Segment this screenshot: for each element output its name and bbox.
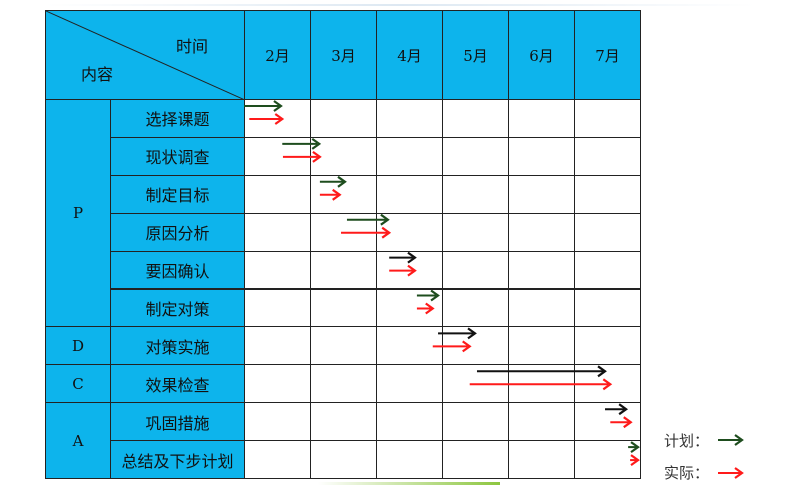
plan-arrow: [628, 441, 640, 453]
corner-top-label: 时间: [176, 37, 209, 56]
grid-cell: [244, 288, 311, 328]
grid-cell: [574, 326, 641, 366]
actual-arrow: [282, 151, 322, 163]
top-divider: [45, 4, 755, 6]
task-name-cell: 原因分析: [110, 212, 245, 252]
legend-plan-arrow-icon: [718, 434, 744, 446]
legend-actual-arrow-icon: [718, 467, 744, 479]
grid-cell: [376, 136, 443, 176]
grid-cell: [508, 440, 575, 479]
plan-arrow: [282, 138, 322, 150]
plan-arrow: [319, 175, 347, 188]
corner-bottom-label: 内容: [81, 65, 114, 84]
actual-arrow: [249, 113, 285, 125]
task-name-cell: 选择课题: [110, 99, 245, 138]
month-header: 3月: [310, 10, 377, 100]
month-header: 7月: [574, 10, 641, 100]
grid-cell: [508, 136, 575, 176]
month-header: 6月: [508, 10, 575, 100]
grid-cell: [508, 250, 575, 290]
plan-arrow: [605, 403, 629, 416]
actual-arrow: [319, 188, 342, 201]
grid-cell: [508, 212, 575, 252]
diagonal-line: [46, 11, 245, 100]
corner-header-cell: 时间 内容: [45, 10, 245, 100]
grid-cell: [508, 402, 575, 442]
actual-arrow: [432, 340, 472, 353]
plan-arrow: [244, 100, 283, 112]
grid-cell: [574, 99, 641, 138]
grid-cell: [442, 174, 509, 214]
task-name-cell: 总结及下步计划: [110, 440, 245, 479]
grid-cell: [310, 402, 377, 442]
actual-arrow: [610, 416, 633, 429]
phase-cell: A: [45, 402, 111, 479]
plan-arrow: [476, 365, 607, 378]
plan-arrow: [389, 251, 417, 264]
actual-arrow: [341, 226, 392, 239]
task-name-cell: 效果检查: [110, 364, 245, 404]
grid-cell: [310, 250, 377, 290]
grid-cell: [310, 364, 377, 404]
grid-cell: [310, 326, 377, 366]
grid-cell: [244, 326, 311, 366]
bottom-divider: [318, 482, 500, 485]
actual-arrow: [469, 378, 613, 391]
legend-plan-label: 计划：: [664, 432, 710, 450]
grid-cell: [244, 440, 311, 479]
grid-cell: [508, 174, 575, 214]
task-name-cell: 巩固措施: [110, 402, 245, 442]
plan-arrow: [438, 327, 477, 340]
grid-cell: [310, 288, 377, 328]
actual-arrow: [389, 264, 417, 277]
plan-arrow: [346, 213, 390, 226]
task-name-cell: 现状调查: [110, 136, 245, 176]
grid-cell: [574, 288, 641, 328]
grid-cell: [574, 174, 641, 214]
grid-cell: [376, 326, 443, 366]
grid-cell: [442, 440, 509, 479]
legend-actual-label: 实际：: [664, 464, 710, 482]
actual-arrow: [416, 302, 435, 315]
plan-arrow: [416, 289, 440, 302]
grid-cell: [376, 440, 443, 479]
actual-arrow: [630, 454, 640, 466]
phase-cell: P: [45, 99, 111, 328]
